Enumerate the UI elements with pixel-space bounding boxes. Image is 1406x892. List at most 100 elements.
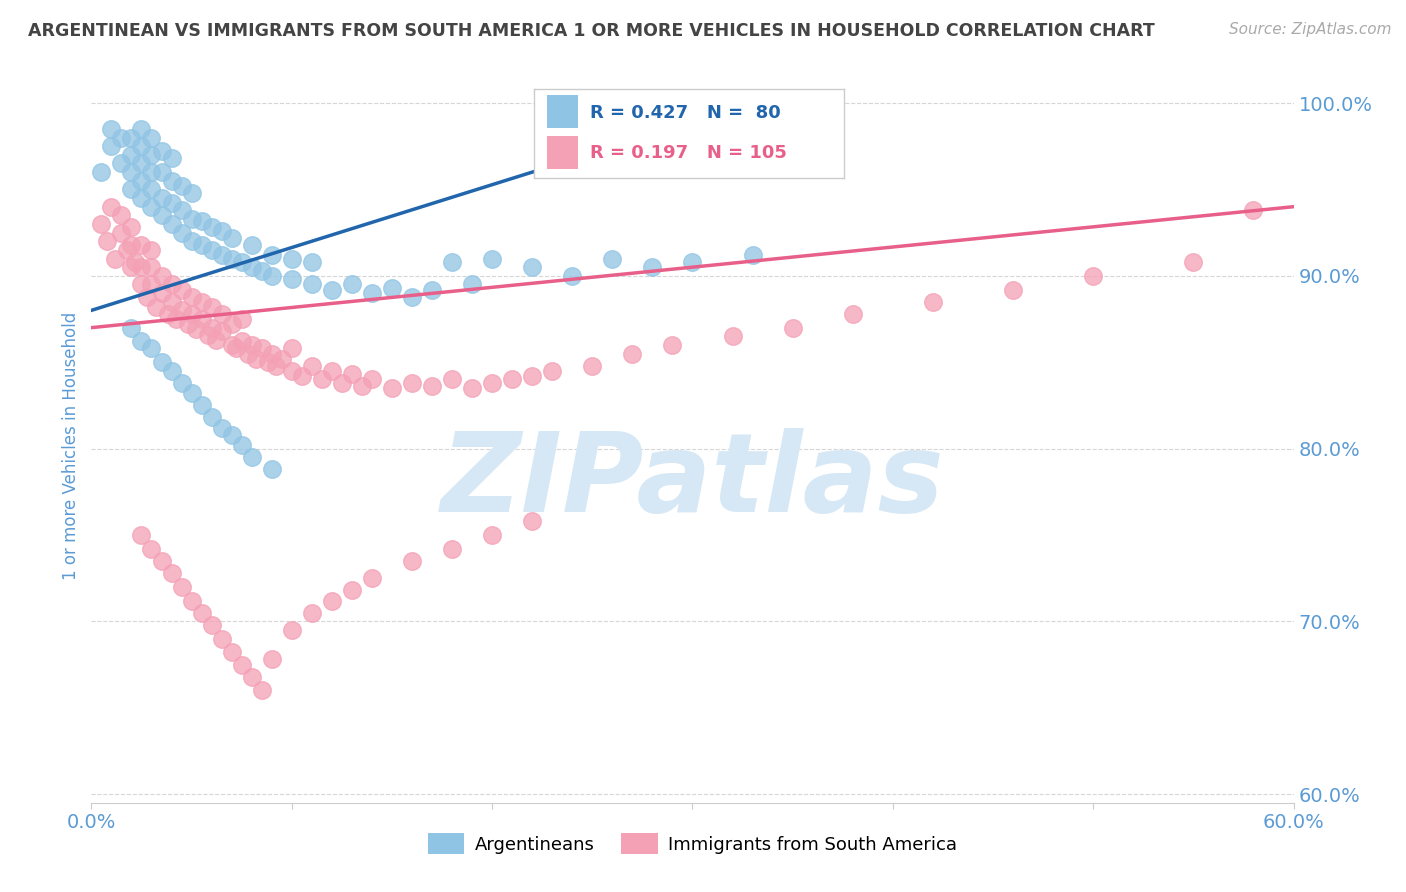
Point [190,312,212,326]
Point [240,237,263,252]
Point [190,606,212,620]
Point [180,234,202,248]
Point [184,322,207,336]
Point [481,528,503,542]
Point [190,237,212,252]
Point [170,178,193,193]
Point [741,248,763,262]
Point [131,156,153,170]
Point [131,237,153,252]
Point [782,320,804,334]
Point [522,514,544,528]
Point [211,248,233,262]
Point [160,151,183,165]
Point [260,248,283,262]
Point [201,617,224,632]
Point [180,289,202,303]
Point [340,368,363,382]
Point [160,196,183,211]
Point [260,462,283,476]
Point [250,683,273,698]
Point [190,213,212,227]
Point [420,379,443,393]
Point [481,376,503,390]
Point [481,252,503,266]
Bar [547,136,578,169]
Point [160,174,183,188]
Point [231,657,253,672]
Point [180,593,202,607]
Point [1001,283,1024,297]
Point [131,528,153,542]
Point [117,243,139,257]
Point [245,351,267,366]
Point [602,252,624,266]
Point [197,327,219,342]
Point [221,645,243,659]
Point [401,376,423,390]
Point [110,156,132,170]
Point [461,381,484,395]
Point [264,359,287,373]
Point [321,593,343,607]
Point [100,139,122,153]
Point [501,372,523,386]
Legend: Argentineans, Immigrants from South America: Argentineans, Immigrants from South Amer… [420,826,965,862]
Point [281,364,304,378]
Point [201,320,224,334]
Point [150,286,173,301]
Point [1083,268,1105,283]
Point [721,329,744,343]
Point [160,294,183,309]
Point [211,421,233,435]
Point [256,355,278,369]
Point [541,364,564,378]
Point [270,351,292,366]
Point [225,342,247,356]
Point [461,277,484,292]
Point [141,342,163,356]
Point [250,342,273,356]
Point [201,300,224,314]
Point [201,243,224,257]
Point [121,237,143,252]
Point [440,255,463,269]
Point [160,217,183,231]
Point [236,346,259,360]
Point [381,281,404,295]
Point [281,252,304,266]
Point [301,606,323,620]
Point [221,252,243,266]
Point [131,334,153,349]
Point [221,338,243,352]
Point [350,379,373,393]
Point [145,300,167,314]
Point [231,255,253,269]
Text: ARGENTINEAN VS IMMIGRANTS FROM SOUTH AMERICA 1 OR MORE VEHICLES IN HOUSEHOLD COR: ARGENTINEAN VS IMMIGRANTS FROM SOUTH AME… [28,22,1154,40]
Point [131,191,153,205]
Point [301,277,323,292]
Point [281,272,304,286]
Point [360,286,382,301]
Point [231,438,253,452]
Point [131,139,153,153]
Point [131,277,153,292]
Text: Source: ZipAtlas.com: Source: ZipAtlas.com [1229,22,1392,37]
Point [211,632,233,646]
Point [150,208,173,222]
Point [321,283,343,297]
Point [522,369,544,384]
Point [124,255,146,269]
Point [211,324,233,338]
Point [340,583,363,598]
Point [260,346,283,360]
Point [90,165,112,179]
Point [180,307,202,321]
Point [250,263,273,277]
Point [201,220,224,235]
Point [281,342,304,356]
Point [360,571,382,585]
Point [1182,255,1205,269]
Point [401,289,423,303]
Point [301,359,323,373]
